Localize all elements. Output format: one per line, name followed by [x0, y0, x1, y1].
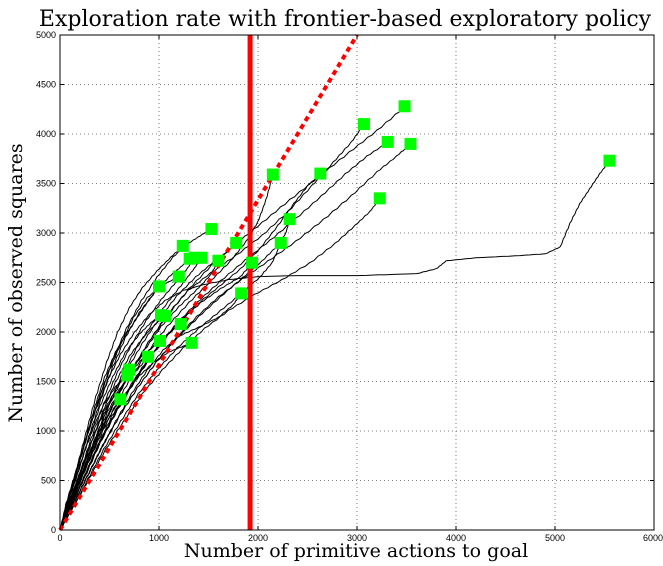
goal-marker: [185, 336, 198, 349]
goal-marker: [158, 310, 171, 323]
y-tick-label: 1500: [36, 377, 56, 387]
goal-marker: [123, 363, 136, 376]
tick-labels: 0 1000 2000 3000 4000 5000 6000 0 500 1000 1500 200…: [36, 30, 663, 543]
y-tick-label: 4500: [36, 80, 56, 90]
exploration-trace: [59, 173, 321, 531]
goal-marker: [230, 236, 243, 249]
goal-marker: [114, 393, 127, 406]
y-tick-label: 1000: [36, 426, 56, 436]
exploration-trace: [59, 123, 365, 531]
exploration-trace: [59, 258, 191, 531]
y-tick-label: 5000: [36, 30, 56, 40]
grid-lines: [60, 35, 654, 530]
goal-marker: [404, 137, 417, 150]
reference-lines: [58, 33, 359, 532]
goal-marker: [153, 280, 165, 293]
exploration-trace: [59, 174, 274, 531]
x-axis-label: Number of primitive actions to goal: [184, 540, 528, 562]
x-tick-label: 4000: [446, 533, 466, 543]
x-tick-label: 5000: [545, 533, 565, 543]
goal-marker: [172, 270, 185, 283]
goal-marker: [212, 254, 225, 267]
goal-marker: [205, 223, 218, 236]
goal-marker: [398, 100, 411, 113]
goal-marker: [153, 334, 166, 347]
y-tick-label: 3000: [36, 228, 56, 238]
dotted-reference-line: [58, 33, 359, 532]
exploration-trace: [59, 105, 405, 531]
exploration-traces: [59, 105, 610, 531]
y-tick-label: 2000: [36, 327, 56, 337]
exploration-trace: [59, 160, 610, 531]
goal-marker: [283, 213, 296, 226]
goal-marker: [266, 168, 279, 181]
x-tick-label: 2000: [248, 533, 268, 543]
goal-marker: [314, 167, 327, 180]
y-tick-label: 500: [41, 476, 56, 486]
goal-marker: [176, 239, 189, 252]
y-tick-label: 3500: [36, 179, 56, 189]
goal-marker: [603, 154, 616, 167]
goal-marker: [246, 256, 259, 269]
exploration-trace: [59, 242, 282, 531]
goal-marker: [381, 135, 394, 148]
chart-title: Exploration rate with frontier-based exp…: [39, 7, 652, 32]
goal-marker: [235, 287, 248, 300]
goal-marker: [274, 236, 287, 249]
y-tick-label: 0: [51, 525, 56, 535]
x-tick-label: 0: [57, 533, 62, 543]
goal-marker: [174, 318, 187, 331]
goal-markers: [114, 100, 616, 406]
y-tick-label: 4000: [36, 129, 56, 139]
exploration-trace: [59, 141, 389, 531]
x-tick-label: 1000: [149, 533, 169, 543]
goal-marker: [195, 251, 208, 264]
x-tick-label: 3000: [347, 533, 367, 543]
goal-marker: [373, 192, 386, 205]
y-tick-label: 2500: [36, 278, 56, 288]
goal-marker: [142, 350, 155, 363]
goal-marker: [357, 118, 370, 131]
y-axis-label: Number of observed squares: [5, 143, 27, 422]
exploration-trace: [59, 143, 411, 531]
exploration-trace: [59, 198, 381, 531]
exploration-trace: [59, 262, 253, 531]
x-tick-label: 6000: [643, 533, 663, 543]
